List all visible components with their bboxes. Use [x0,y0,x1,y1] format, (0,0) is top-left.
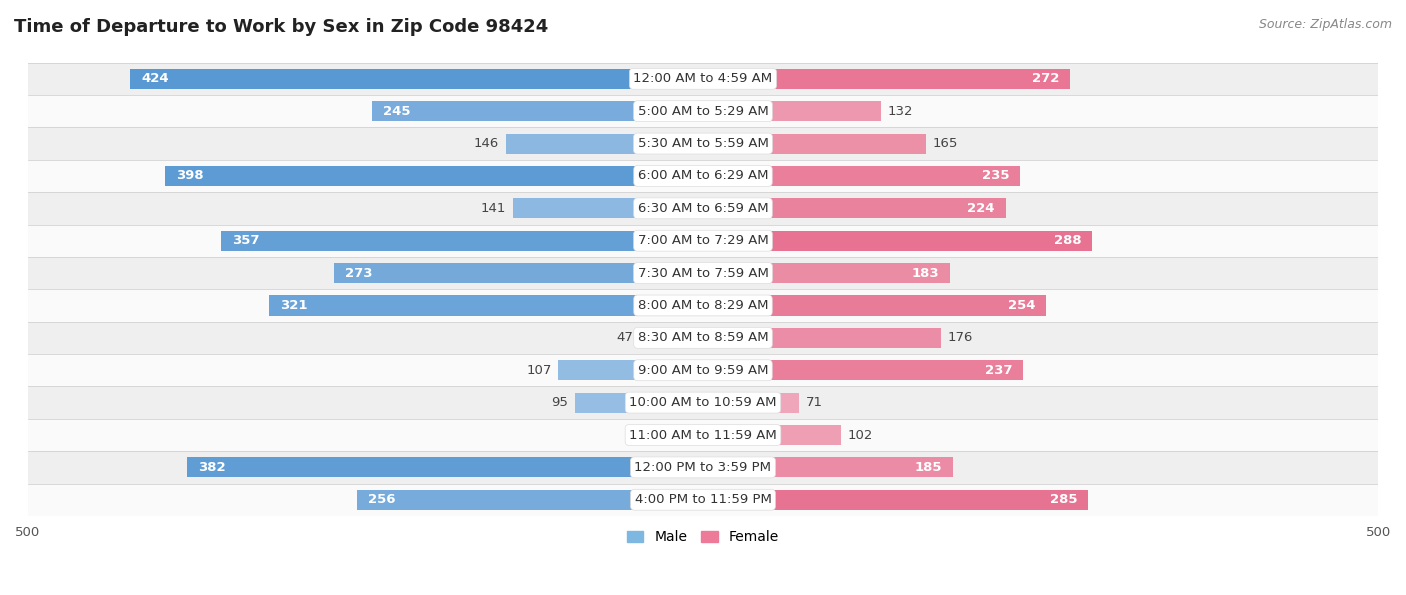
Text: 132: 132 [889,105,914,118]
Bar [703,458,953,477]
Text: 7:00 AM to 7:29 AM: 7:00 AM to 7:29 AM [638,234,768,247]
Text: 235: 235 [983,170,1010,183]
Text: 11:00 AM to 11:59 AM: 11:00 AM to 11:59 AM [628,428,778,441]
Text: 10:00 AM to 10:59 AM: 10:00 AM to 10:59 AM [630,396,776,409]
Bar [703,101,882,121]
Text: 146: 146 [474,137,499,150]
Text: 424: 424 [141,72,169,85]
Text: 224: 224 [967,202,995,215]
Legend: Male, Female: Male, Female [621,525,785,550]
FancyBboxPatch shape [28,419,1378,451]
Text: 321: 321 [280,299,308,312]
Bar [131,69,703,89]
FancyBboxPatch shape [28,257,1378,289]
Bar [357,490,703,510]
Text: 107: 107 [526,364,551,377]
Text: 7:30 AM to 7:59 AM: 7:30 AM to 7:59 AM [637,267,769,280]
FancyBboxPatch shape [28,95,1378,127]
Bar [703,393,799,413]
Text: Time of Departure to Work by Sex in Zip Code 98424: Time of Departure to Work by Sex in Zip … [14,18,548,36]
Text: 8:30 AM to 8:59 AM: 8:30 AM to 8:59 AM [638,331,768,345]
Bar [703,328,941,348]
Text: 272: 272 [1032,72,1060,85]
Bar [703,69,1070,89]
Bar [703,296,1046,315]
Bar [703,425,841,445]
Text: 245: 245 [382,105,411,118]
Text: 4:00 PM to 11:59 PM: 4:00 PM to 11:59 PM [634,493,772,506]
Bar [703,198,1005,218]
Bar [166,166,703,186]
Bar [373,101,703,121]
Bar [703,490,1088,510]
Text: 273: 273 [344,267,373,280]
Bar [506,133,703,154]
FancyBboxPatch shape [28,127,1378,159]
Text: 5:00 AM to 5:29 AM: 5:00 AM to 5:29 AM [638,105,768,118]
Text: 382: 382 [198,461,225,474]
Text: 12:00 AM to 4:59 AM: 12:00 AM to 4:59 AM [634,72,772,85]
Bar [640,328,703,348]
Bar [703,231,1092,250]
FancyBboxPatch shape [28,484,1378,516]
Text: 9:00 AM to 9:59 AM: 9:00 AM to 9:59 AM [638,364,768,377]
FancyBboxPatch shape [28,159,1378,192]
Bar [513,198,703,218]
Text: 6:30 AM to 6:59 AM: 6:30 AM to 6:59 AM [638,202,768,215]
FancyBboxPatch shape [28,322,1378,354]
FancyBboxPatch shape [28,224,1378,257]
FancyBboxPatch shape [28,289,1378,322]
FancyBboxPatch shape [28,354,1378,386]
Bar [221,231,703,250]
Text: Source: ZipAtlas.com: Source: ZipAtlas.com [1258,18,1392,31]
FancyBboxPatch shape [28,192,1378,224]
Bar [703,360,1024,380]
Bar [575,393,703,413]
Bar [668,425,703,445]
Text: 176: 176 [948,331,973,345]
Text: 12:00 PM to 3:59 PM: 12:00 PM to 3:59 PM [634,461,772,474]
Text: 95: 95 [551,396,568,409]
Text: 26: 26 [644,428,661,441]
Bar [187,458,703,477]
Text: 183: 183 [911,267,939,280]
Text: 165: 165 [932,137,957,150]
Text: 237: 237 [984,364,1012,377]
Text: 185: 185 [914,461,942,474]
Text: 71: 71 [806,396,823,409]
FancyBboxPatch shape [28,451,1378,484]
FancyBboxPatch shape [28,62,1378,95]
Text: 288: 288 [1053,234,1081,247]
Text: 256: 256 [368,493,395,506]
Text: 254: 254 [1008,299,1035,312]
Bar [703,166,1021,186]
FancyBboxPatch shape [28,386,1378,419]
Text: 8:00 AM to 8:29 AM: 8:00 AM to 8:29 AM [638,299,768,312]
Bar [270,296,703,315]
Text: 285: 285 [1050,493,1077,506]
Text: 102: 102 [848,428,873,441]
Bar [703,133,927,154]
Text: 141: 141 [481,202,506,215]
Text: 6:00 AM to 6:29 AM: 6:00 AM to 6:29 AM [638,170,768,183]
Bar [335,263,703,283]
Text: 398: 398 [176,170,204,183]
Text: 47: 47 [616,331,633,345]
Text: 357: 357 [232,234,259,247]
Text: 5:30 AM to 5:59 AM: 5:30 AM to 5:59 AM [637,137,769,150]
Bar [558,360,703,380]
Bar [703,263,950,283]
